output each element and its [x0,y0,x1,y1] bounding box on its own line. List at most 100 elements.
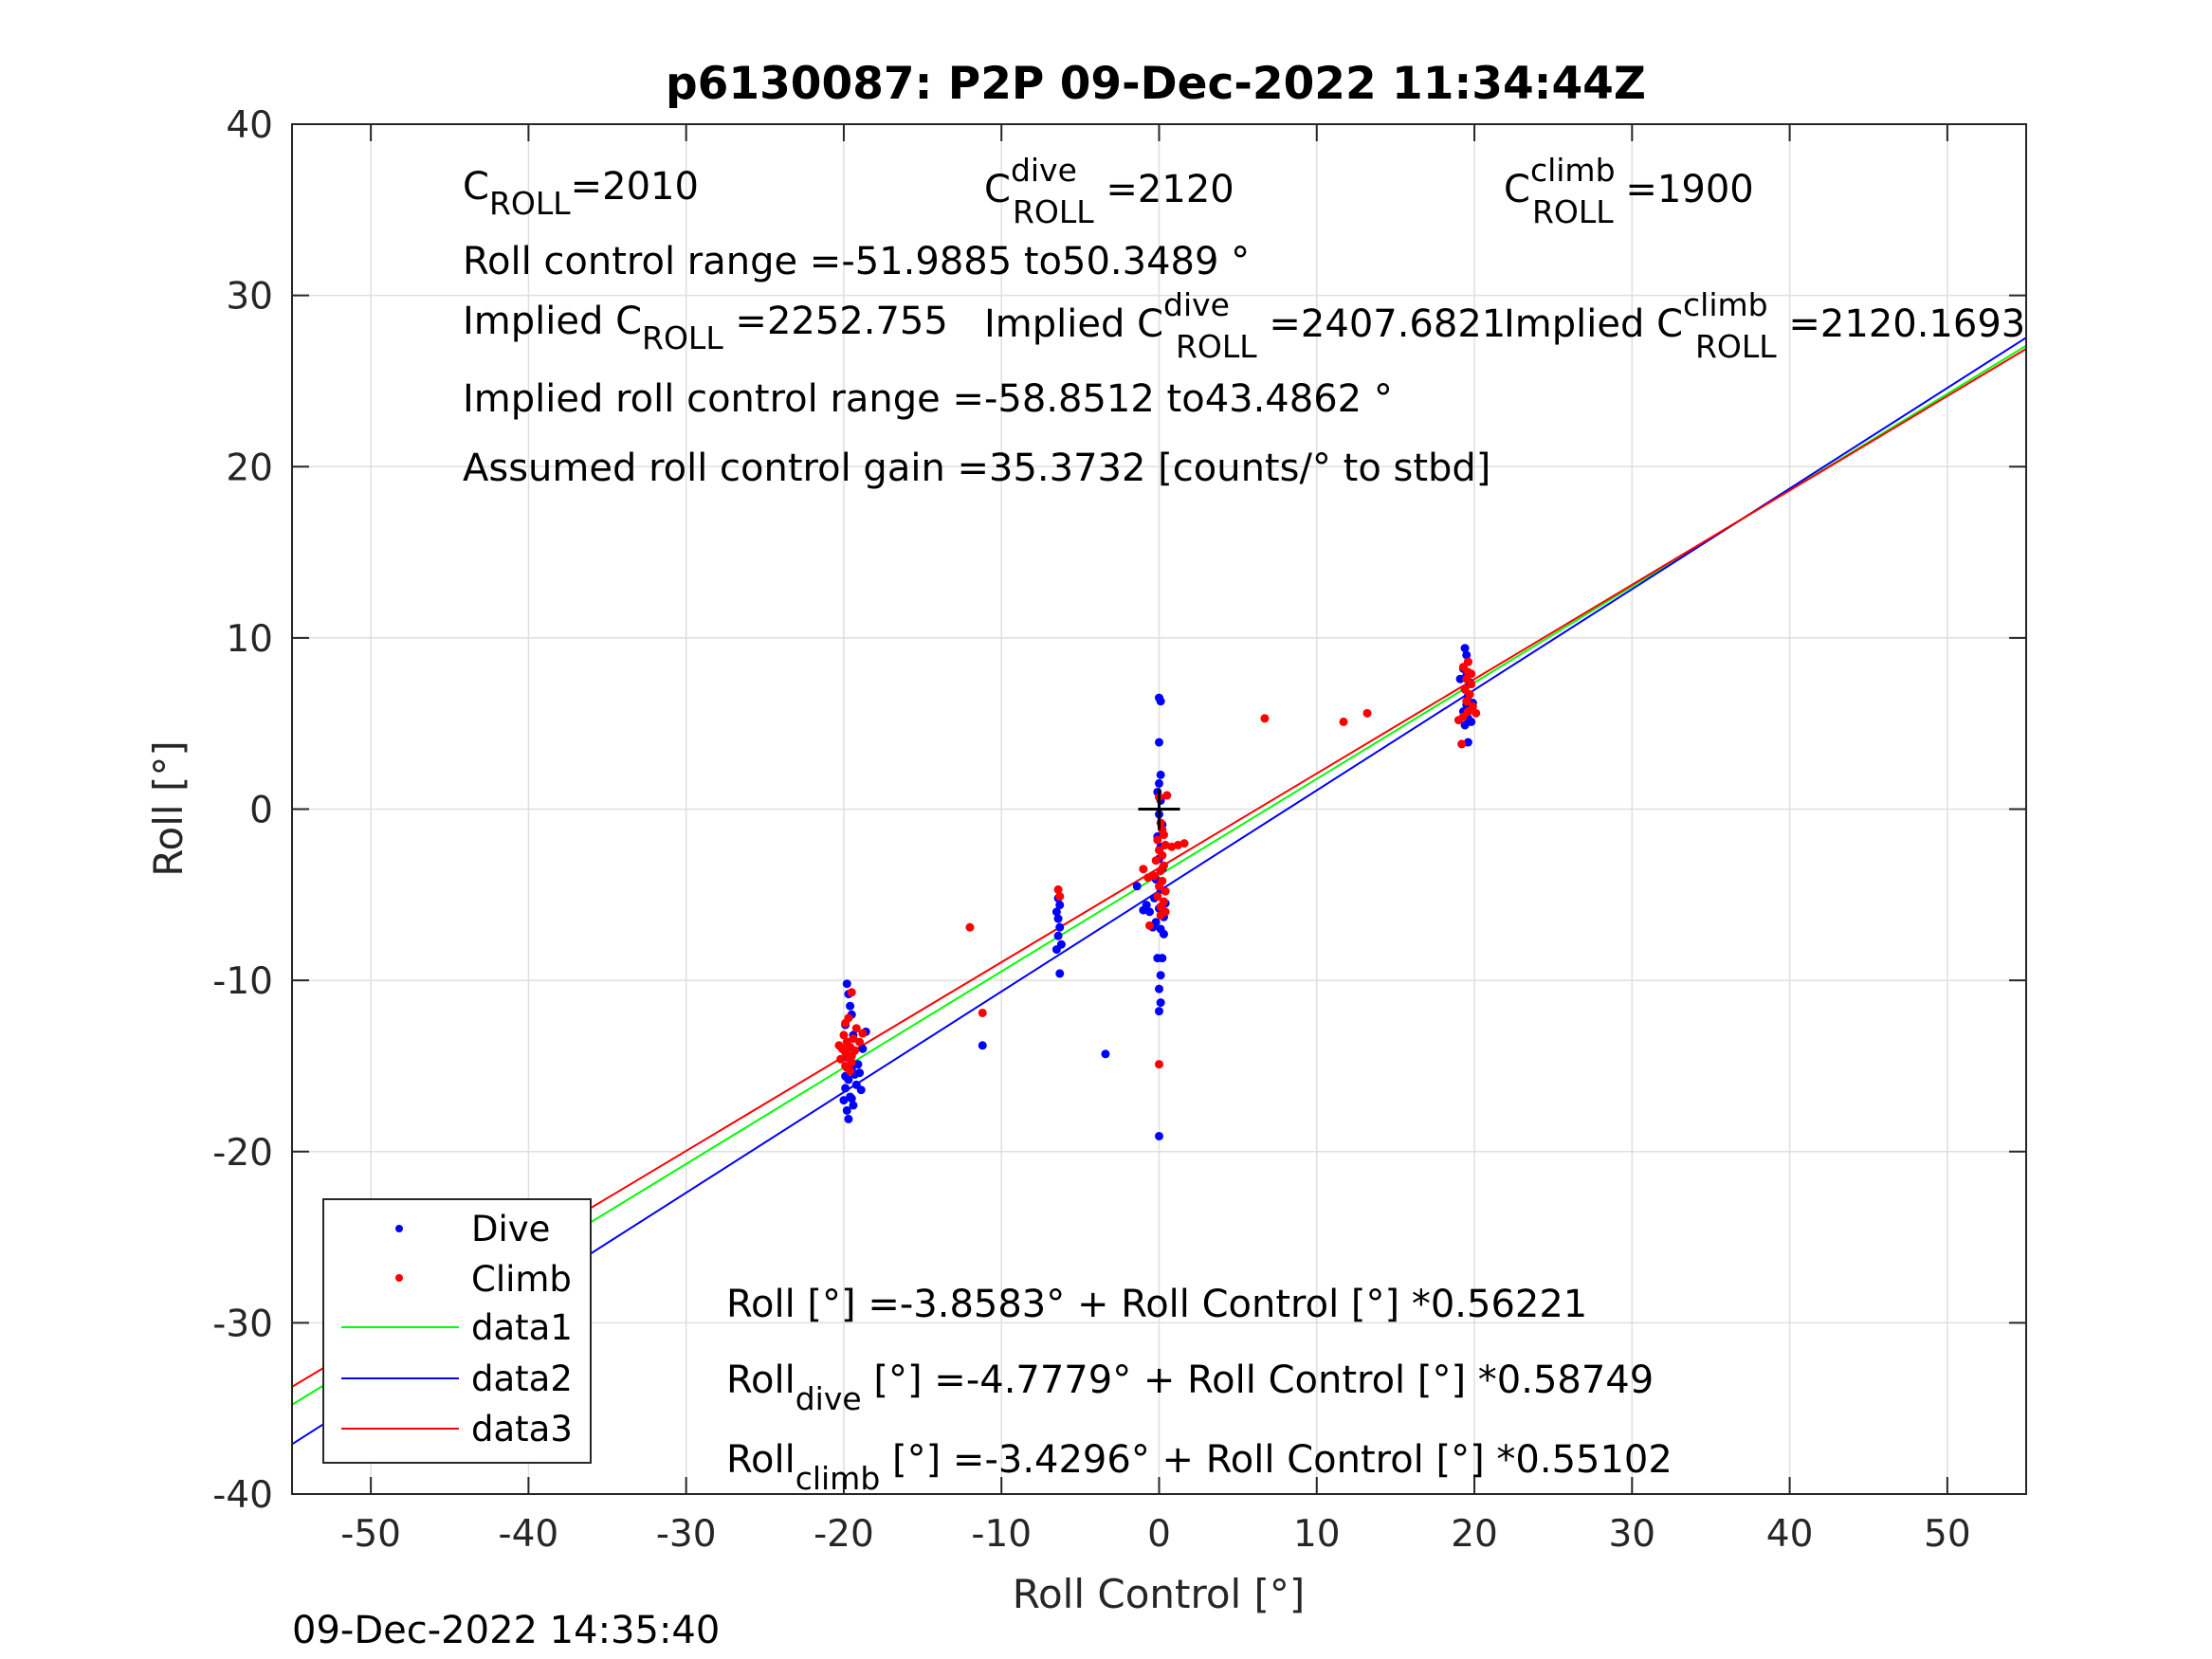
climb-point [851,1024,861,1033]
climb-point [1053,884,1063,894]
legend-climb-marker [395,1274,403,1282]
legend-climb-label: Climb [471,1259,572,1300]
x-tick-label: 50 [1924,1513,1971,1556]
climb-point [1472,708,1481,718]
x-tick-label: 20 [1451,1513,1498,1556]
dive-point [1051,945,1061,955]
annotation-roll-control-gain: Assumed roll control gain =35.3732 [coun… [463,447,1490,490]
data-points [834,644,1481,1140]
climb-point [965,922,975,932]
y-tick-label: 20 [226,447,273,489]
dive-point [1132,882,1142,891]
climb-point [1159,830,1168,840]
annotation-implied-c-roll: Implied CROLL =2252.755 [463,300,948,356]
annotation-implied-c-roll-dive: Implied Cdive ROLL =2407.6821 [984,286,1506,365]
climb-point [1467,669,1476,679]
dive-point [844,1114,853,1123]
y-tick-label: 30 [226,276,273,319]
climb-point [1153,892,1162,902]
climb-point [1362,708,1372,718]
dive-point [1460,720,1470,730]
x-tick-label: -10 [971,1513,1032,1556]
dive-point [849,1101,858,1110]
dive-point [1155,738,1163,747]
dive-point [856,1085,866,1095]
dive-point [847,1094,856,1103]
y-tick-label: -20 [212,1132,273,1175]
climb-point [1465,689,1474,699]
climb-point [1462,697,1472,706]
dive-point [1155,1131,1163,1140]
climb-point [1156,910,1165,920]
climb-point [1162,791,1172,800]
dive-point [1156,971,1165,980]
x-tick-label: 10 [1293,1513,1341,1556]
dive-point [841,1084,850,1093]
climb-point [1155,882,1163,891]
climb-point [1155,1060,1163,1069]
dive-point [858,1044,868,1053]
y-tick-label: -10 [212,960,273,1003]
climb-point [1145,921,1155,930]
dive-point [855,1068,865,1078]
climb-point [1139,865,1148,874]
x-tick-label: -20 [814,1513,874,1556]
dive-point [1055,901,1065,910]
climb-point [1467,680,1476,689]
dive-point [1460,644,1470,653]
annotation-c-roll: CROLL=2010 [463,165,699,222]
legend-dive-label: Dive [471,1209,550,1249]
x-axis-label: Roll Control [°] [1013,1571,1306,1617]
dive-point [1159,929,1168,939]
dive-point [846,1001,855,1011]
annotation-fit-climb: Rollclimb [°] =-3.4296° + Roll Control [… [726,1438,1673,1497]
dive-point [1139,905,1148,915]
climb-point [1055,892,1065,902]
dive-point [1462,650,1472,660]
x-tick-label: -40 [499,1513,559,1556]
legend-dive-marker [395,1225,403,1232]
origin-marker [1138,788,1180,830]
dive-point [1467,717,1476,726]
dive-point [1051,907,1061,917]
x-tick-label: -50 [340,1513,401,1556]
dive-point [1101,1049,1110,1059]
dive-point [1055,969,1065,978]
legend: Dive Climb data1 data2 data3 [322,1198,592,1464]
y-tick-label: 40 [226,104,273,147]
dive-point [1156,770,1165,779]
y-tick-label: 10 [226,618,273,661]
dive-point [842,1105,851,1115]
climb-point [1156,866,1165,876]
y-axis-label: Roll [°] [145,740,192,876]
dive-point [1053,914,1063,923]
dive-point [839,1096,849,1105]
dive-point [1155,778,1163,788]
x-tick-label: 30 [1608,1513,1655,1556]
climb-point [858,1029,868,1038]
dive-point [1055,922,1065,932]
legend-data1-label: data1 [471,1307,573,1348]
tick-labels: -50 -40 -30 -20 -10 0 10 20 30 40 50 -40 -30 -20 -10 0 1… [212,104,1970,1556]
dive-point [978,1041,987,1050]
annotation-c-roll-dive: Cdive ROLL =2120 [984,152,1234,230]
climb-point [1153,835,1162,845]
dive-point [1156,998,1165,1008]
annotation-implied-c-roll-climb: Implied Cclimb ROLL =2120.1693 [1504,286,2025,365]
dive-point [1155,984,1163,994]
annotations: CROLL=2010 Cdive ROLL =2120 Cclimb ROLL =1… [463,152,2025,1497]
dive-point [1053,931,1063,940]
dive-point [1455,674,1465,684]
climb-point [844,1013,853,1023]
x-tick-label: -30 [656,1513,717,1556]
dive-point [1156,697,1165,706]
dive-point [842,979,851,989]
dive-point [1155,1007,1163,1016]
timestamp: 09-Dec-2022 14:35:40 [292,1609,720,1652]
climb-point [1339,717,1348,726]
climb-point [1161,886,1170,896]
annotation-fit-all: Roll [°] =-3.8583° + Roll Control [°] *0… [726,1283,1587,1326]
y-tick-label: -40 [212,1474,273,1517]
climb-point [1179,839,1189,848]
